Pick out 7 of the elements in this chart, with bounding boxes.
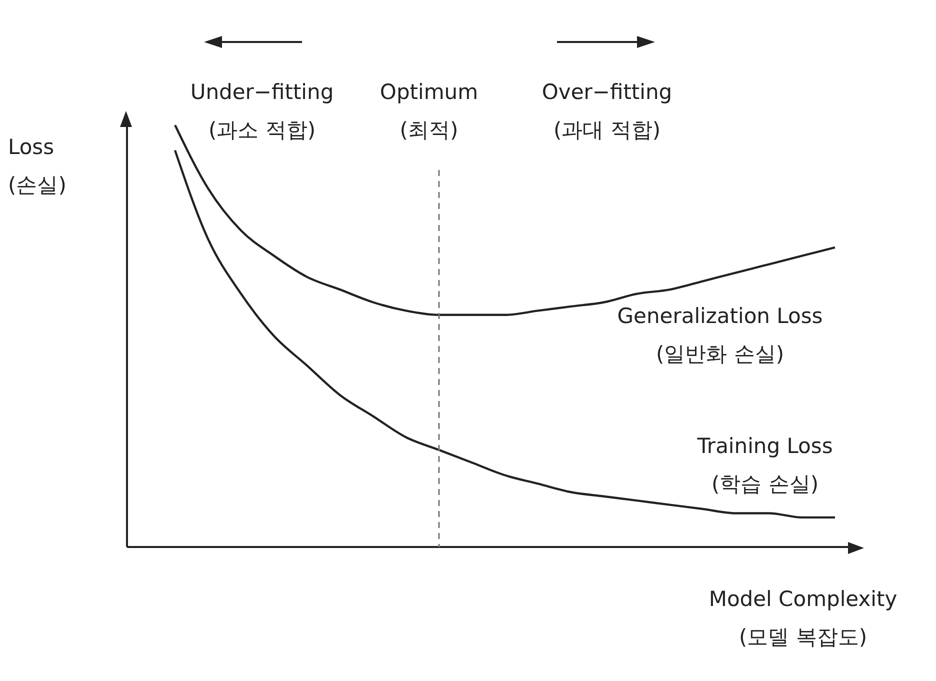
annotation: Optimum (최적) — [380, 80, 478, 142]
x-axis-title: Model Complexity (모델 복잡도) — [708, 586, 898, 651]
annotation: Under−fitting (과소 적합) — [190, 80, 334, 142]
y-axis-title: Loss (손실) — [8, 135, 66, 197]
annotation: Over−fitting (과대 적합) — [542, 80, 672, 142]
series-label: Generalization Loss (일반화 손실) — [616, 303, 824, 368]
series-label: Training Loss (학습 손실) — [696, 433, 834, 498]
